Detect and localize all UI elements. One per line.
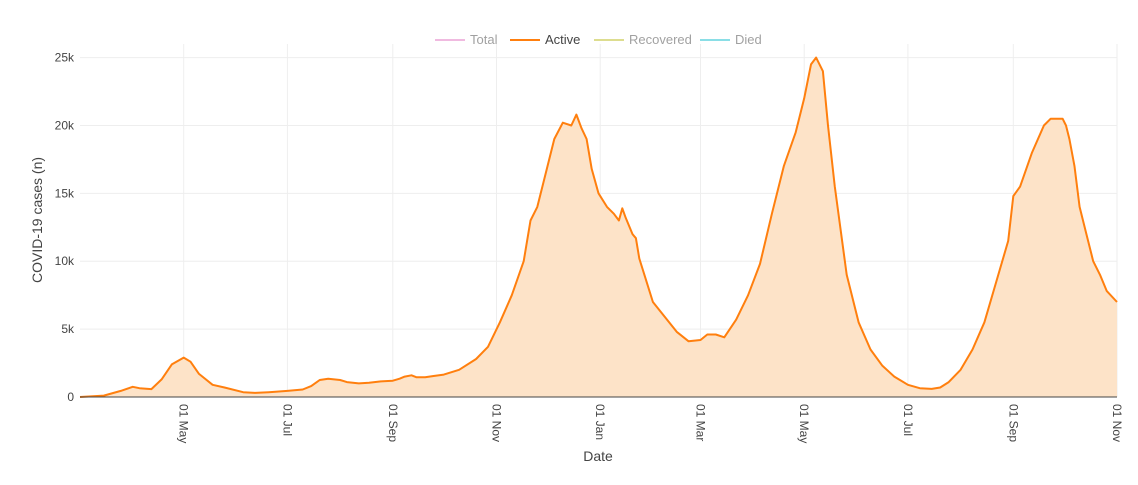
x-tick-label: 01 Sep (1006, 404, 1020, 442)
y-tick-label: 25k (55, 51, 75, 65)
y-tick-label: 0 (67, 390, 74, 404)
legend-item-recovered[interactable]: Recovered (594, 32, 692, 47)
x-tick-label: 01 Nov (1110, 404, 1124, 442)
legend-item-died[interactable]: Died (700, 32, 762, 47)
x-tick-label: 01 May (177, 404, 191, 443)
y-axis-title: COVID-19 cases (n) (29, 157, 45, 283)
x-tick-label: 01 May (797, 404, 811, 443)
legend-label: Died (735, 32, 762, 47)
legend[interactable]: Total Active Recovered Died (435, 32, 762, 47)
series-area-layer (79, 56, 1118, 398)
x-tick-label: 01 Nov (490, 404, 504, 442)
series-line-active (79, 56, 1118, 398)
legend-label: Active (545, 32, 580, 47)
y-tick-label: 15k (55, 186, 75, 200)
y-tick-label: 5k (61, 322, 75, 336)
x-axis-title: Date (583, 448, 613, 464)
x-tick-label: 01 Mar (694, 404, 708, 441)
y-tick-label: 10k (55, 254, 75, 268)
x-tick-label: 01 Jul (901, 404, 915, 436)
axes: 0 5k 10k 15k 20k 25k 01 May 01 Jul 01 Sep 01 Nov 0… (55, 51, 1124, 444)
x-tick-label: 01 Sep (386, 404, 400, 442)
x-tick-label: 01 Jan (593, 404, 607, 440)
legend-item-active[interactable]: Active (510, 32, 580, 47)
x-tick-label: 01 Jul (280, 404, 294, 436)
legend-label: Recovered (629, 32, 692, 47)
legend-item-total[interactable]: Total (435, 32, 498, 47)
series-area-active (80, 57, 1117, 397)
legend-label: Total (470, 32, 498, 47)
y-tick-label: 20k (55, 118, 75, 132)
